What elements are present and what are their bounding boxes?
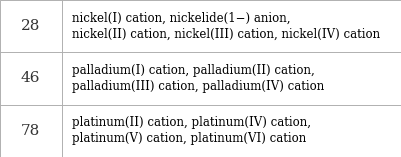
Text: palladium(I) cation, palladium(II) cation,: palladium(I) cation, palladium(II) catio… xyxy=(72,64,314,77)
Text: 46: 46 xyxy=(20,71,40,86)
Text: palladium(III) cation, palladium(IV) cation: palladium(III) cation, palladium(IV) cat… xyxy=(72,80,324,93)
Text: platinum(V) cation, platinum(VI) cation: platinum(V) cation, platinum(VI) cation xyxy=(72,132,306,145)
Text: nickel(II) cation, nickel(III) cation, nickel(IV) cation: nickel(II) cation, nickel(III) cation, n… xyxy=(72,27,379,41)
Text: platinum(II) cation, platinum(IV) cation,: platinum(II) cation, platinum(IV) cation… xyxy=(72,116,311,130)
Text: nickel(I) cation, nickelide(1−) anion,: nickel(I) cation, nickelide(1−) anion, xyxy=(72,12,290,25)
Text: 28: 28 xyxy=(20,19,40,33)
Text: 78: 78 xyxy=(20,124,40,138)
